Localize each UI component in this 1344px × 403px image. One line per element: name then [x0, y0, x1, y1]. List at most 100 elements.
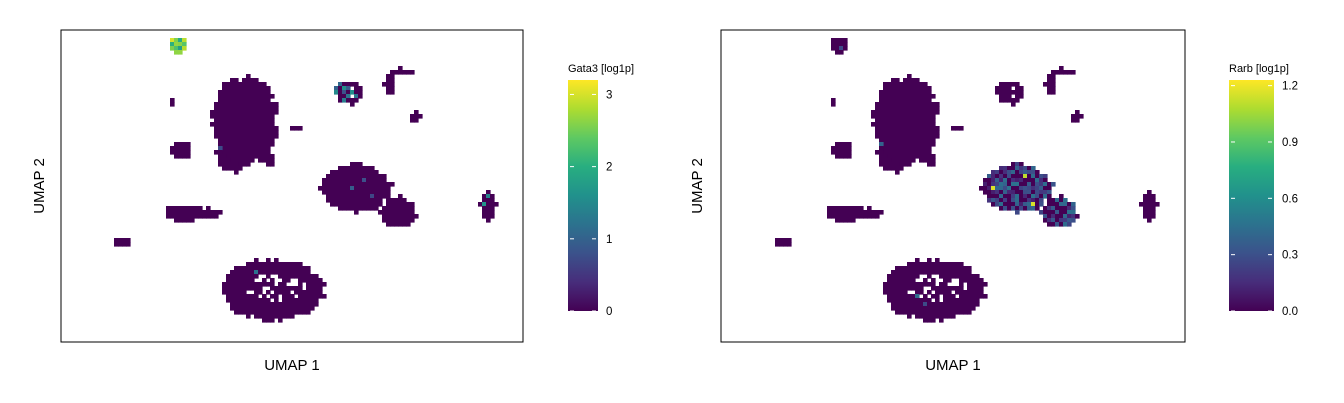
data-point-left: [242, 142, 247, 147]
data-point-right: [891, 150, 896, 155]
data-point-right: [1055, 198, 1060, 203]
data-point-left: [246, 298, 251, 303]
data-point-left: [266, 310, 271, 315]
data-point-right: [959, 298, 964, 303]
data-point-left: [390, 70, 395, 75]
data-point-left: [314, 282, 319, 287]
data-point-right: [1023, 178, 1028, 183]
data-point-right: [911, 310, 916, 315]
data-point-left: [386, 74, 391, 79]
data-point-left: [266, 106, 271, 111]
data-point-right: [1035, 206, 1040, 211]
data-point-right: [1055, 70, 1060, 75]
data-point-left: [230, 270, 235, 275]
data-point-left: [182, 46, 187, 51]
data-point-left: [346, 198, 351, 203]
data-point-left: [270, 138, 275, 143]
data-point-left: [262, 154, 267, 159]
data-point-left: [210, 214, 215, 219]
data-point-right: [1071, 202, 1076, 207]
data-point-right: [963, 310, 968, 315]
data-point-left: [198, 210, 203, 215]
data-point-left: [298, 298, 303, 303]
data-point-right: [1075, 214, 1080, 219]
data-point-left: [354, 182, 359, 187]
data-point-right: [887, 282, 892, 287]
data-point-left: [250, 274, 255, 279]
data-point-left: [222, 146, 227, 151]
data-point-left: [406, 218, 411, 223]
data-point-left: [214, 102, 219, 107]
data-point-right: [931, 142, 936, 147]
data-point-right: [1015, 174, 1020, 179]
data-point-right: [971, 290, 976, 295]
data-point-left: [358, 206, 363, 211]
data-point-left: [254, 258, 259, 263]
data-point-left: [410, 218, 415, 223]
data-point-left: [266, 102, 271, 107]
data-point-right: [911, 282, 916, 287]
data-point-right: [1047, 194, 1052, 199]
data-point-left: [250, 122, 255, 127]
data-point-right: [1003, 98, 1008, 103]
data-point-right: [891, 282, 896, 287]
data-point-right: [1007, 202, 1012, 207]
data-point-right: [923, 146, 928, 151]
data-point-right: [1015, 182, 1020, 187]
data-point-right: [1079, 114, 1084, 119]
data-point-right: [959, 270, 964, 275]
data-point-right: [919, 146, 924, 151]
data-point-left: [234, 82, 239, 87]
data-point-left: [322, 186, 327, 191]
data-point-right: [1015, 98, 1020, 103]
data-point-right: [1003, 186, 1008, 191]
data-point-left: [354, 94, 359, 99]
data-point-right: [919, 86, 924, 91]
data-point-right: [1023, 174, 1028, 179]
data-point-right: [995, 170, 1000, 175]
data-point-left: [222, 82, 227, 87]
data-point-right: [947, 266, 952, 271]
data-point-right: [831, 210, 836, 215]
data-point-left: [366, 194, 371, 199]
data-point-right: [883, 154, 888, 159]
data-point-right: [907, 98, 912, 103]
data-point-right: [939, 318, 944, 323]
data-point-right: [883, 114, 888, 119]
data-point-right: [1003, 174, 1008, 179]
data-point-left: [218, 102, 223, 107]
data-point-right: [1059, 202, 1064, 207]
data-point-right: [911, 262, 916, 267]
data-point-right: [935, 258, 940, 263]
data-point-right: [927, 290, 932, 295]
data-point-right: [1039, 198, 1044, 203]
data-point-left: [178, 206, 183, 211]
data-point-left: [178, 210, 183, 215]
data-point-right: [947, 262, 952, 267]
data-point-left: [370, 186, 375, 191]
data-point-right: [891, 270, 896, 275]
data-point-right: [1039, 178, 1044, 183]
data-point-left: [222, 286, 227, 291]
data-point-right: [951, 306, 956, 311]
data-point-right: [903, 158, 908, 163]
data-point-left: [334, 194, 339, 199]
data-point-left: [362, 182, 367, 187]
data-point-left: [374, 206, 379, 211]
data-point-left: [250, 78, 255, 83]
data-point-left: [246, 114, 251, 119]
data-point-left: [262, 114, 267, 119]
data-point-left: [266, 94, 271, 99]
data-point-right: [951, 270, 956, 275]
data-point-left: [294, 302, 299, 307]
data-point-right: [895, 90, 900, 95]
data-point-left: [242, 126, 247, 131]
data-point-left: [242, 294, 247, 299]
data-point-left: [270, 318, 275, 323]
data-point-left: [258, 114, 263, 119]
data-point-right: [887, 106, 892, 111]
data-point-left: [230, 114, 235, 119]
data-point-left: [238, 286, 243, 291]
data-point-left: [238, 166, 243, 171]
data-point-right: [915, 86, 920, 91]
